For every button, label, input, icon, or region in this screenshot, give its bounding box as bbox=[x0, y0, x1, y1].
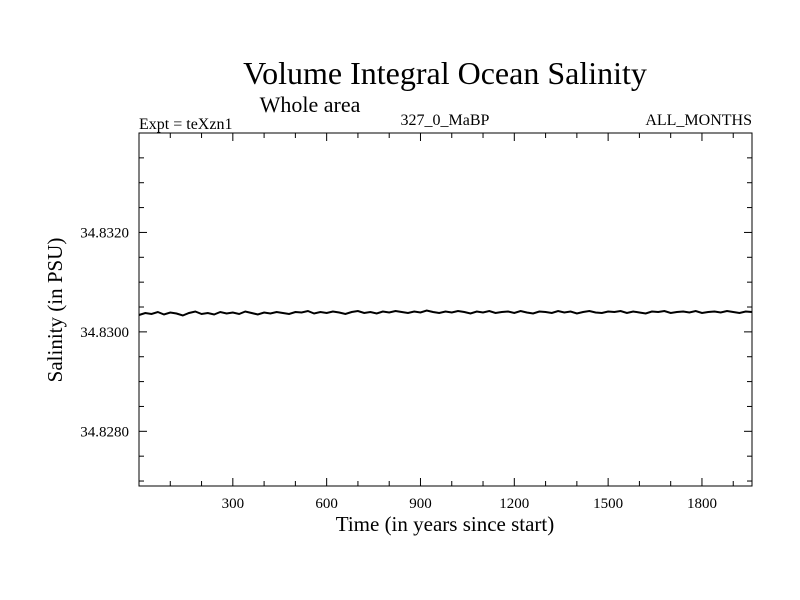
salinity-series-line bbox=[138, 309, 753, 317]
x-tick-label: 1500 bbox=[593, 496, 623, 512]
x-tick-label: 1800 bbox=[687, 496, 717, 512]
y-tick-label: 34.8300 bbox=[80, 325, 129, 341]
x-tick-label: 900 bbox=[409, 496, 432, 512]
x-tick-label: 1200 bbox=[499, 496, 529, 512]
period-label: 327_0_MaBP bbox=[401, 112, 490, 129]
chart-subtitle: Whole area bbox=[260, 92, 361, 117]
months-label: ALL_MONTHS bbox=[645, 112, 752, 129]
y-tick-label: 34.8320 bbox=[80, 225, 129, 241]
y-tick-label: 34.8280 bbox=[80, 424, 129, 440]
y-axis-label: Salinity (in PSU) bbox=[43, 238, 67, 383]
chart-title: Volume Integral Ocean Salinity bbox=[243, 55, 647, 91]
x-axis-label: Time (in years since start) bbox=[336, 512, 555, 536]
experiment-label: Expt = teXzn1 bbox=[139, 116, 232, 133]
x-tick-label: 300 bbox=[222, 496, 245, 512]
x-tick-label: 600 bbox=[315, 496, 338, 512]
plot-frame bbox=[138, 132, 753, 487]
